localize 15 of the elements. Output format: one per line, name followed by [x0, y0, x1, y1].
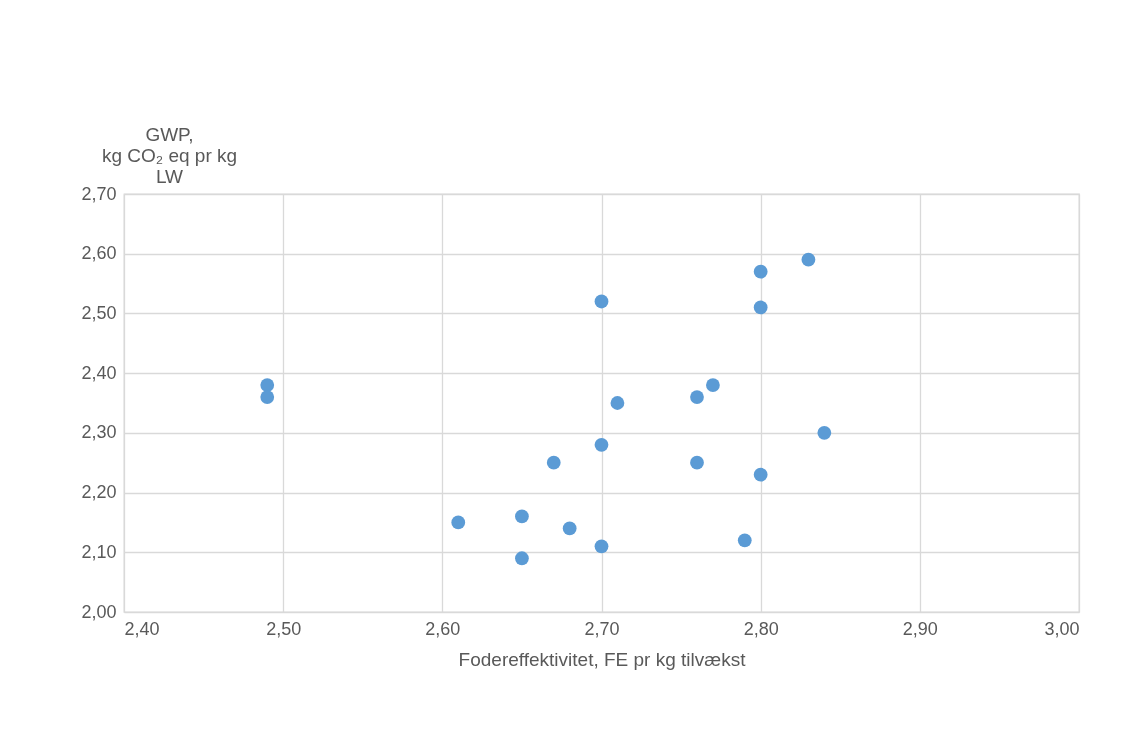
y-tick-label: 2,10 — [81, 541, 117, 562]
y-tick-label: 2,40 — [81, 362, 117, 383]
x-tick-label: 2,90 — [902, 618, 938, 639]
y-tick-label: 2,00 — [81, 601, 117, 622]
x-tick-label: 2,50 — [266, 618, 302, 639]
x-tick-label: 2,40 — [124, 618, 160, 639]
x-tick-label: 2,60 — [425, 618, 461, 639]
y-tick-label: 2,20 — [81, 482, 117, 503]
y-tick-label: 2,30 — [81, 422, 117, 443]
x-tick-label: 3,00 — [1044, 618, 1080, 639]
y-tick-label: 2,60 — [81, 243, 117, 264]
y-tick-label: 2,50 — [81, 302, 117, 323]
x-axis-title: Fodereffektivitet, FE pr kg tilvækst — [458, 648, 747, 670]
x-tick-label: 2,70 — [584, 618, 620, 639]
x-tick-label: 2,80 — [743, 618, 779, 639]
